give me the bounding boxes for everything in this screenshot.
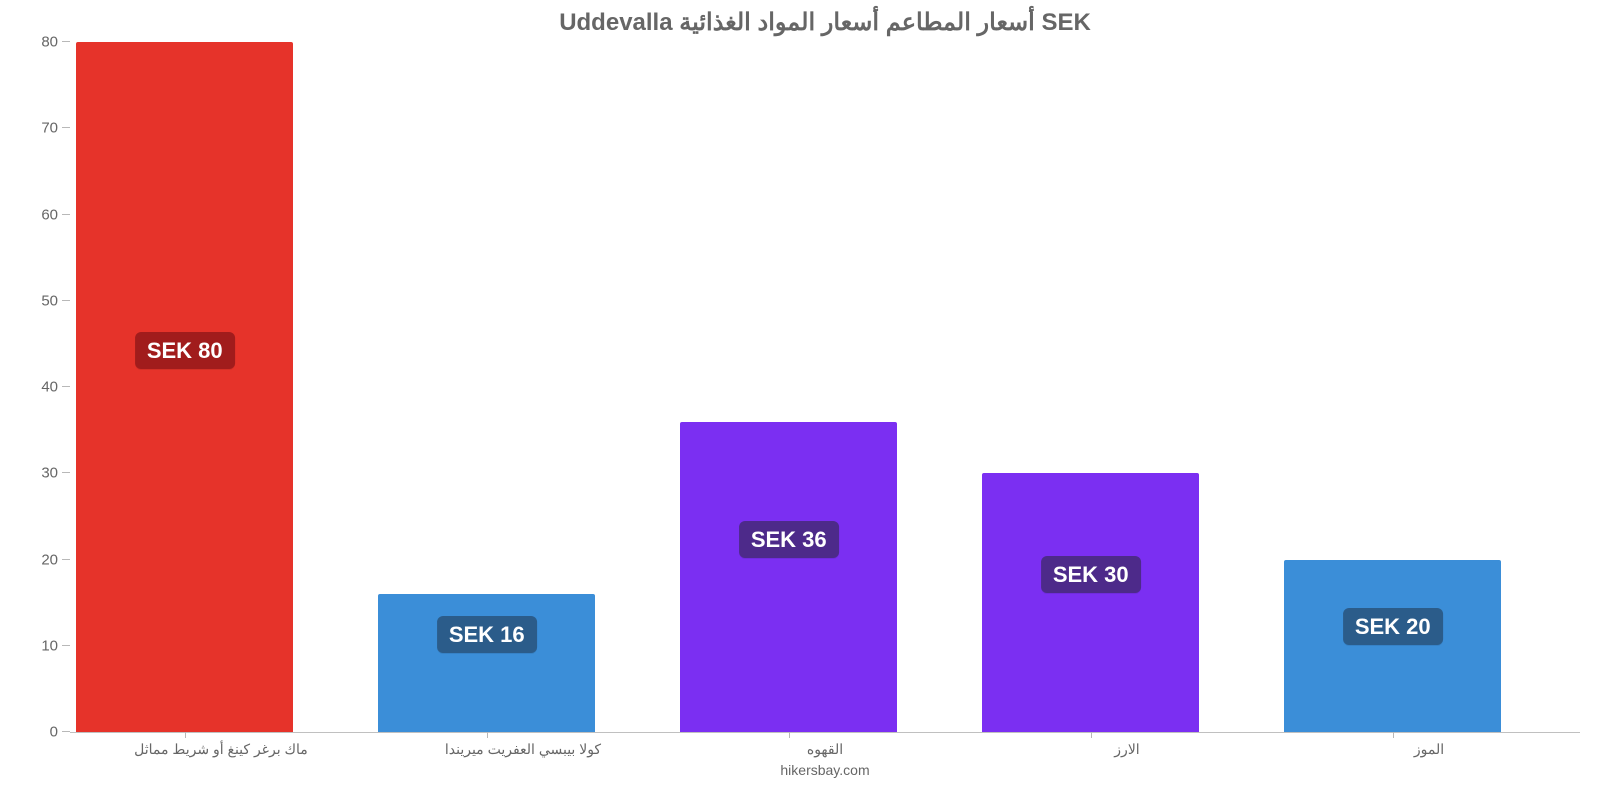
y-tick-label: 70: [41, 120, 58, 137]
value-badge: SEK 80: [135, 332, 235, 369]
y-tick-label: 80: [41, 34, 58, 51]
y-tick: [62, 645, 70, 646]
y-tick-label: 30: [41, 465, 58, 482]
x-tick-label: كولا بيبسي العفريت ميريندا: [372, 741, 674, 758]
y-tick: [62, 559, 70, 560]
y-tick: [62, 300, 70, 301]
value-badge: SEK 20: [1343, 608, 1443, 645]
x-axis-labels: ماك برغر كينغ أو شريط مماثلكولا بيبسي ال…: [70, 741, 1580, 758]
y-tick: [62, 214, 70, 215]
y-tick-label: 40: [41, 379, 58, 396]
bars-container: SEK 80 SEK 16 SEK 36 SEK 30 SEK 20: [70, 43, 1580, 732]
x-tick: [1393, 732, 1394, 738]
y-axis: 01020304050607080: [60, 43, 70, 732]
bar-slot: SEK 30: [976, 43, 1278, 732]
value-badge: SEK 30: [1041, 556, 1141, 593]
y-tick-label: 60: [41, 206, 58, 223]
bar: [76, 42, 293, 732]
y-tick: [62, 41, 70, 42]
x-tick-label: الموز: [1278, 741, 1580, 758]
y-tick-label: 20: [41, 551, 58, 568]
y-tick-label: 50: [41, 292, 58, 309]
chart-title: Uddevalla أسعار المطاعم أسعار المواد الغ…: [70, 8, 1580, 43]
value-badge: SEK 16: [437, 616, 537, 653]
y-tick-label: 0: [50, 724, 58, 741]
bar-slot: SEK 80: [70, 43, 372, 732]
x-tick-label: الارز: [976, 741, 1278, 758]
bar: [378, 594, 595, 732]
x-tick: [789, 732, 790, 738]
x-tick-label: القهوه: [674, 741, 976, 758]
bar: [1284, 560, 1501, 733]
x-tick: [1091, 732, 1092, 738]
y-tick: [62, 472, 70, 473]
bar-slot: SEK 20: [1278, 43, 1580, 732]
bar-slot: SEK 36: [674, 43, 976, 732]
x-tick: [185, 732, 186, 738]
y-tick: [62, 386, 70, 387]
y-tick: [62, 731, 70, 732]
x-tick-label: ماك برغر كينغ أو شريط مماثل: [70, 741, 372, 758]
bar: [982, 473, 1199, 732]
plot-area: 01020304050607080 SEK 80SEK 16SEK 36SEK …: [70, 43, 1580, 733]
x-tick: [487, 732, 488, 738]
value-badge: SEK 36: [739, 521, 839, 558]
y-tick: [62, 127, 70, 128]
bar-chart: Uddevalla أسعار المطاعم أسعار المواد الغ…: [0, 0, 1600, 800]
bar: [680, 422, 897, 733]
attribution: hikersbay.com: [70, 762, 1580, 778]
bar-slot: SEK 16: [372, 43, 674, 732]
y-tick-label: 10: [41, 637, 58, 654]
